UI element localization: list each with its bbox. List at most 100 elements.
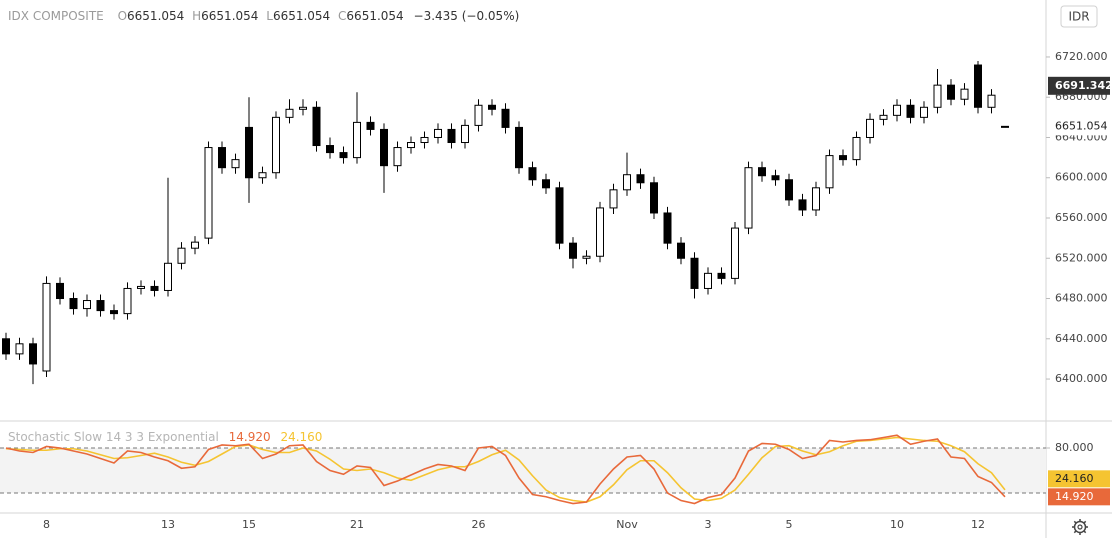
candle-body [2, 338, 10, 355]
candle-body [879, 114, 888, 120]
indicator-legend: Stochastic Slow 14 3 3 Exponential 14.92… [8, 430, 322, 444]
candle-body [731, 227, 739, 279]
candle-body [704, 272, 712, 289]
indicator-value-label: 24.160 [1055, 472, 1094, 485]
candle-body [353, 121, 361, 159]
candle-body [272, 116, 280, 174]
candle-body [542, 179, 550, 189]
candle-body [231, 159, 240, 169]
x-tick-label: 21 [350, 518, 364, 531]
candle-body [636, 174, 645, 184]
x-tick-label: 13 [161, 518, 175, 531]
y-tick-label: 6400.000 [1055, 372, 1108, 385]
candle-body [555, 187, 564, 244]
candle-body [582, 255, 591, 259]
x-tick-label: 15 [242, 518, 256, 531]
candle-body [299, 106, 307, 110]
candle-body [29, 343, 37, 365]
candle-body [987, 94, 996, 108]
candle-body [866, 118, 874, 138]
candle-body [839, 155, 847, 161]
candle-body [501, 108, 510, 128]
candle-body [258, 172, 267, 179]
candle-body [83, 300, 91, 310]
y-tick-label: 6720.000 [1055, 50, 1108, 63]
candle-body [825, 155, 834, 189]
candle-body [933, 84, 942, 108]
plot-area: 6400.000 6440.000 6480.000 6520.000 6560.000… [0, 50, 1112, 531]
indicator-title: Stochastic Slow 14 3 3 Exponential [8, 430, 219, 444]
candle-body [947, 84, 955, 100]
indicator-value-label: 14.920 [1055, 490, 1094, 503]
candle-body [447, 128, 456, 144]
candle-body [744, 167, 753, 229]
y-tick-label: 6440.000 [1055, 332, 1108, 345]
currency-button[interactable] [1060, 5, 1098, 28]
candle-body [650, 182, 658, 214]
x-tick-label: 26 [472, 518, 486, 531]
gear-hub[interactable] [1077, 524, 1083, 530]
candle-body [312, 106, 321, 147]
ohlc-prefix: O [118, 9, 127, 23]
candle-body [285, 108, 294, 118]
y-tick-label: 6560.000 [1055, 211, 1108, 224]
candle-body [15, 343, 24, 355]
change: −3.435 (−0.05%) [414, 9, 520, 23]
legend-header: IDX COMPOSITE O6651.054 H6651.054 L6651.… [8, 9, 519, 23]
candle-body [515, 126, 523, 169]
candle-body [110, 310, 118, 315]
price-marker-box [1048, 76, 1110, 95]
y-tick-label: 6480.000 [1055, 292, 1108, 305]
candle-body [974, 64, 982, 108]
candle-body [407, 142, 415, 149]
candle-body [771, 175, 780, 181]
candle-body [218, 147, 226, 169]
x-tick-label: 3 [705, 518, 712, 531]
candle-body [164, 262, 172, 291]
candle-body [960, 88, 969, 100]
candle-body [758, 167, 766, 177]
gear-teeth[interactable] [1072, 519, 1088, 535]
candle-body [893, 104, 901, 116]
candle-body [42, 282, 51, 372]
candle-body [528, 167, 537, 181]
candle-body [488, 104, 496, 110]
candle-body [474, 104, 483, 126]
settings-icon[interactable] [1072, 519, 1088, 535]
ohlc-value: 6651.054 [273, 9, 330, 23]
candle-body [393, 147, 402, 167]
y2-tick-label: 80.000 [1055, 441, 1094, 454]
price-marker-label: 6691.342 [1055, 79, 1112, 92]
y-tick-label: 6520.000 [1055, 251, 1108, 264]
indicator-value-box [1048, 488, 1110, 506]
ohlc-prefix: C [338, 9, 346, 23]
y-tick-label: 6600.000 [1055, 171, 1108, 184]
x-tick-label: 8 [43, 518, 50, 531]
candle-body [663, 212, 672, 244]
candle-body [798, 199, 807, 211]
candle-body [623, 174, 631, 191]
candle-body [1001, 125, 1009, 128]
candle-body [461, 124, 469, 144]
level-band [0, 447, 1046, 494]
ohlc-prefix: H [192, 9, 201, 23]
indicator-line [5, 436, 1006, 503]
ohlc-prefix: L [266, 9, 273, 23]
candle-body [420, 136, 429, 144]
candle-body [150, 285, 159, 291]
indicator-line [5, 434, 1006, 505]
candle-body [609, 189, 618, 209]
indicator-value-box [1048, 470, 1110, 488]
candle-body [177, 247, 186, 264]
candle-body [191, 241, 199, 249]
candle-body [906, 104, 915, 118]
candle-body [717, 272, 726, 279]
last-price-label: 6651.054 [1055, 119, 1108, 132]
candle-body [123, 287, 132, 315]
candle-body [137, 285, 145, 289]
ohlc-value: 6651.054 [201, 9, 258, 23]
currency-label[interactable]: IDR [1068, 10, 1089, 24]
candle-body [920, 106, 928, 118]
candle-body [596, 207, 604, 257]
